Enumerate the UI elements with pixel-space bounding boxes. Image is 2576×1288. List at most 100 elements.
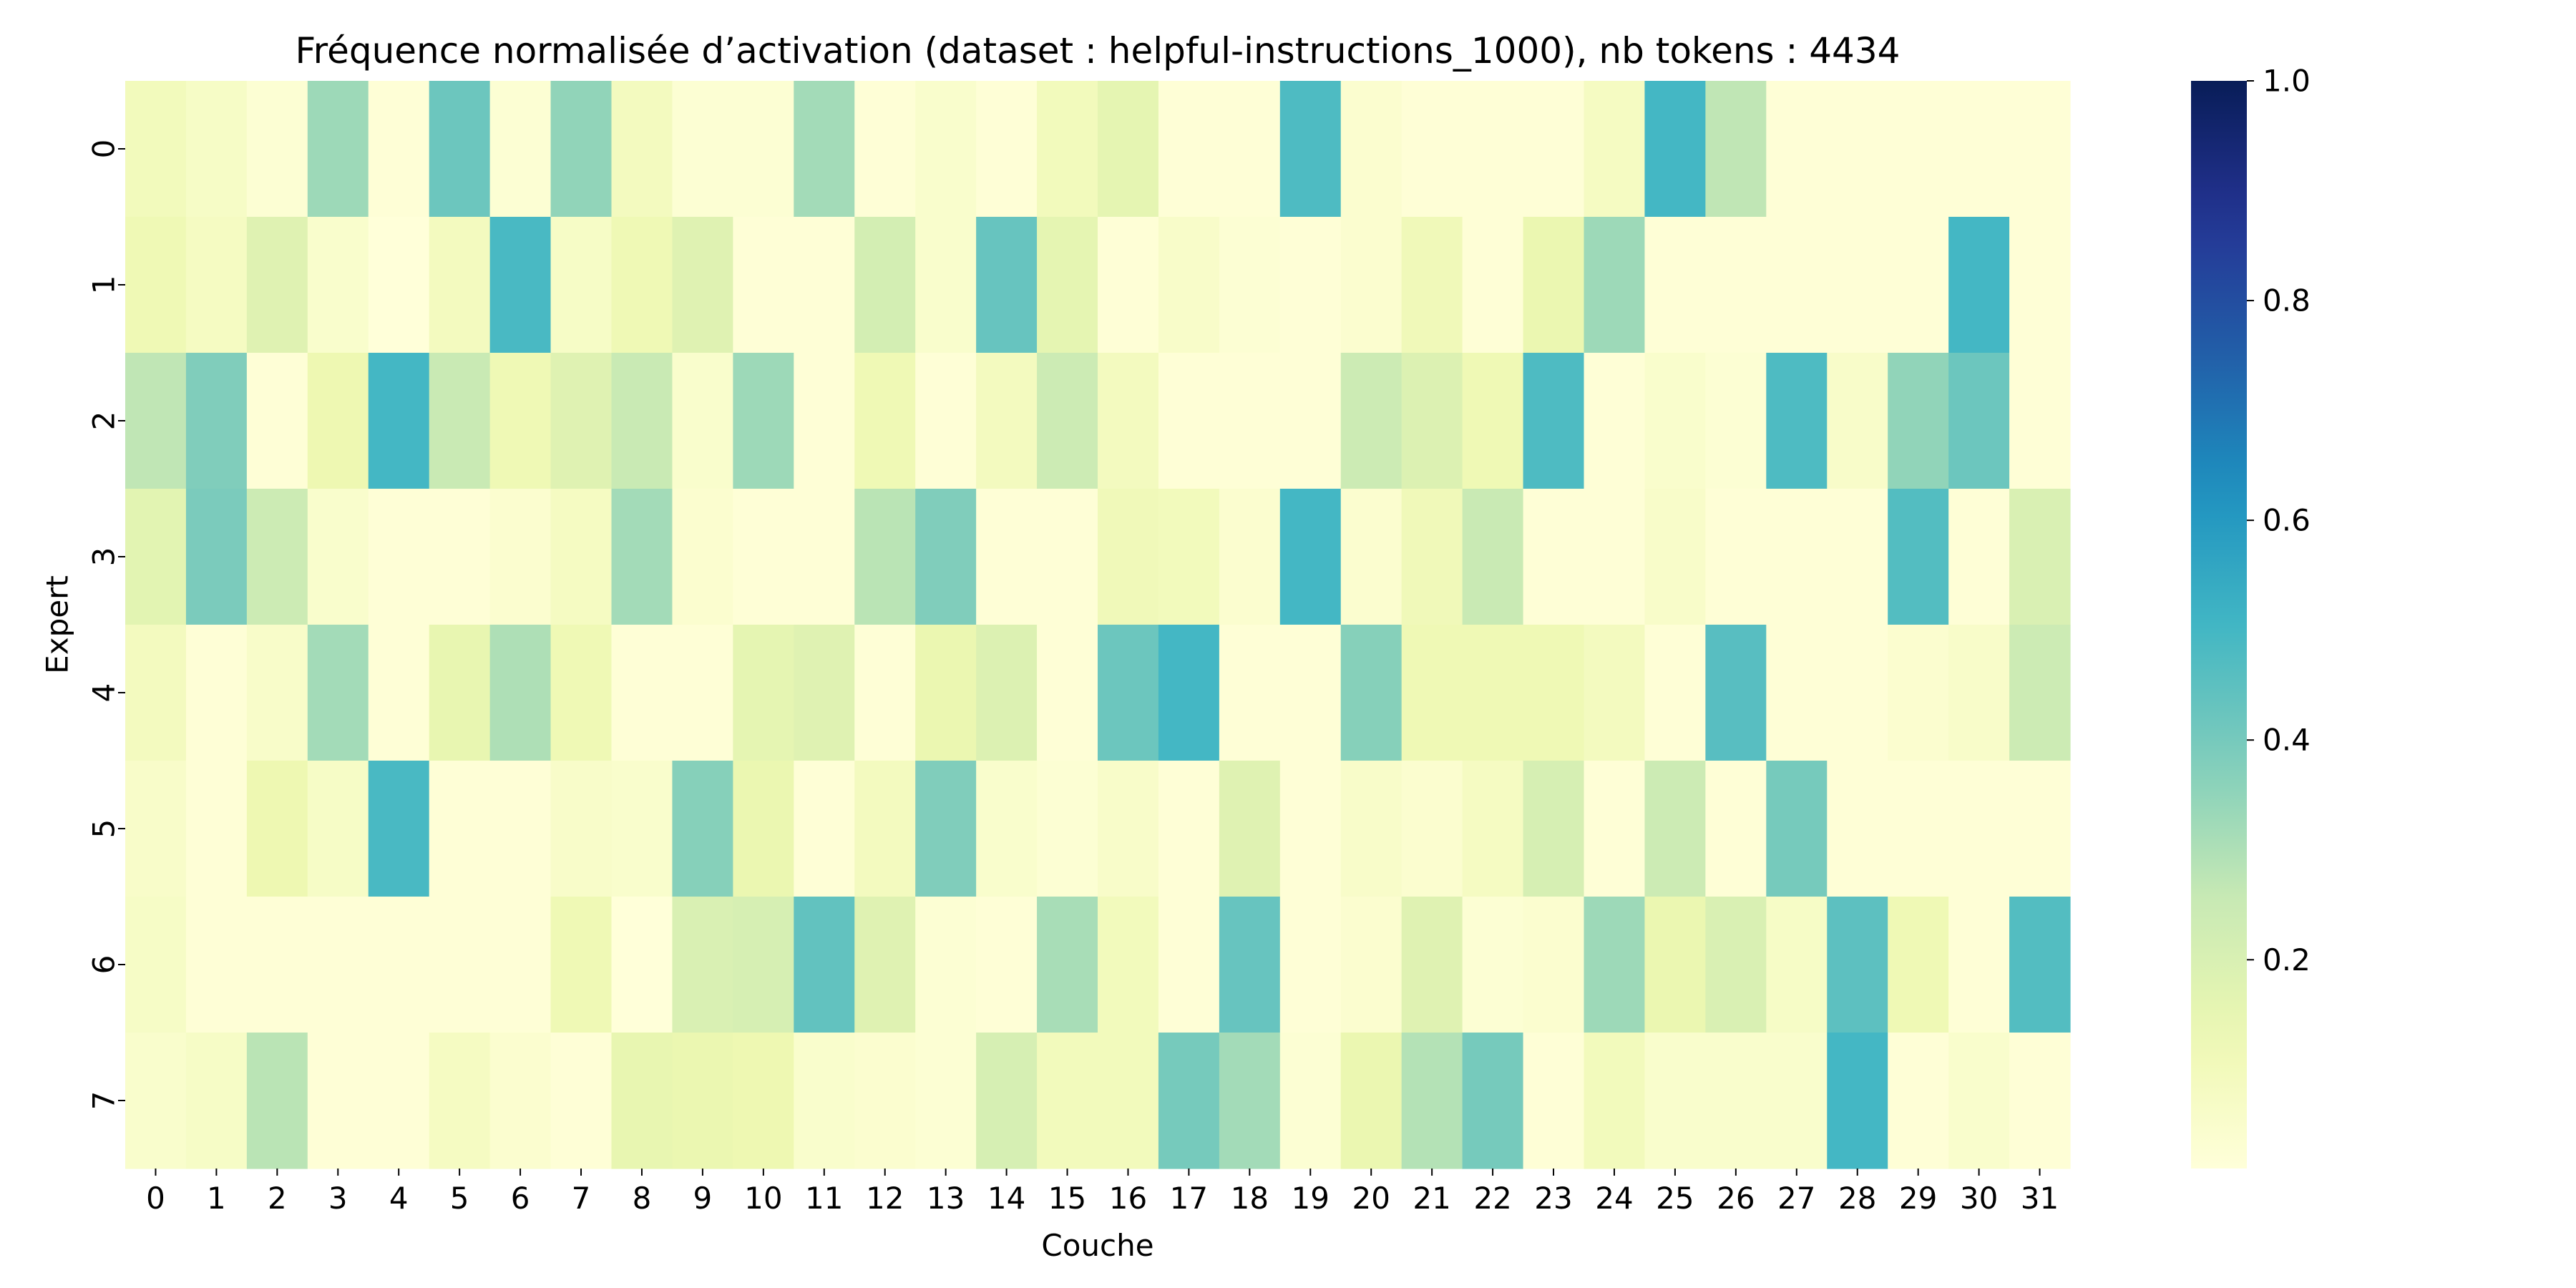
heatmap-cell	[733, 625, 794, 761]
heatmap-cell	[672, 625, 733, 761]
colorbar-tick-label: 0.6	[2263, 503, 2311, 538]
heatmap-cell	[733, 353, 794, 489]
heatmap-cell	[2009, 761, 2071, 897]
heatmap-cell	[1766, 625, 1828, 761]
heatmap-cell	[1584, 897, 1646, 1033]
heatmap-cell	[1158, 897, 1220, 1033]
heatmap-cell	[611, 353, 673, 489]
heatmap-cell	[246, 353, 308, 489]
x-tick-label: 15	[1048, 1181, 1086, 1216]
heatmap-cell	[1948, 81, 2010, 218]
heatmap-cell	[1158, 489, 1220, 625]
heatmap-cell	[1584, 1033, 1646, 1169]
x-tick-label: 27	[1777, 1181, 1815, 1216]
heatmap-cell	[1401, 761, 1463, 897]
heatmap-cell	[1037, 353, 1098, 489]
heatmap-cell	[489, 489, 552, 625]
heatmap-cell	[1827, 625, 1888, 761]
heatmap-cell	[672, 217, 733, 353]
heatmap-cell	[1705, 897, 1767, 1033]
heatmap-cell	[2009, 489, 2071, 625]
heatmap-cell	[125, 625, 187, 761]
heatmap-cell	[185, 761, 248, 897]
heatmap-cell	[915, 489, 977, 625]
heatmap-cell	[1948, 1033, 2010, 1169]
heatmap-cell	[185, 489, 248, 625]
x-tick-label: 19	[1292, 1181, 1330, 1216]
heatmap-cell	[1279, 81, 1342, 218]
heatmap-cell	[1705, 353, 1767, 489]
x-tick-label: 31	[2021, 1181, 2059, 1216]
heatmap-cell	[489, 81, 552, 218]
heatmap-cell	[2009, 81, 2071, 218]
heatmap-cell	[1037, 217, 1098, 353]
heatmap-cell	[1584, 625, 1646, 761]
heatmap-cell	[976, 761, 1038, 897]
heatmap-cell	[1037, 897, 1098, 1033]
x-axis-label: Couche	[1041, 1228, 1153, 1263]
heatmap-cell	[1219, 81, 1281, 218]
heatmap-cell	[1523, 217, 1585, 353]
heatmap-cell	[429, 897, 491, 1033]
heatmap-cell	[429, 625, 491, 761]
heatmap-cell	[1037, 625, 1098, 761]
heatmap-cell	[854, 625, 916, 761]
heatmap-cell	[307, 353, 369, 489]
heatmap-cell	[246, 625, 308, 761]
heatmap-cell	[1219, 489, 1281, 625]
heatmap-cell	[429, 761, 491, 897]
x-tick-label: 7	[572, 1181, 591, 1216]
heatmap-cell	[1523, 489, 1585, 625]
x-tick-label: 6	[511, 1181, 530, 1216]
x-tick-label: 13	[927, 1181, 965, 1216]
x-tick-label: 3	[328, 1181, 348, 1216]
heatmap-cell	[1948, 625, 2010, 761]
heatmap-cell	[1462, 489, 1524, 625]
x-tick-label: 29	[1899, 1181, 1937, 1216]
heatmap-cell	[1401, 217, 1463, 353]
heatmap-cell	[1766, 761, 1828, 897]
heatmap-cell	[2009, 897, 2071, 1033]
y-tick-label: 4	[87, 683, 122, 703]
heatmap-cell	[307, 625, 369, 761]
heatmap-cell	[1766, 81, 1828, 218]
heatmap-cell	[368, 625, 430, 761]
heatmap-cell	[1340, 81, 1402, 218]
colorbar-tick-label: 1.0	[2263, 64, 2311, 99]
heatmap-cell	[976, 217, 1038, 353]
heatmap-cell	[1523, 1033, 1585, 1169]
x-tick-label: 25	[1656, 1181, 1694, 1216]
heatmap-cell	[1644, 489, 1706, 625]
heatmap-cell	[1827, 761, 1888, 897]
colorbar-tick-label: 0.8	[2263, 283, 2311, 318]
x-tick-label: 22	[1473, 1181, 1511, 1216]
heatmap-cell	[185, 81, 248, 218]
heatmap-cell	[794, 1033, 855, 1169]
heatmap-cell	[307, 761, 369, 897]
heatmap-cell	[1340, 1033, 1402, 1169]
heatmap-cell	[1523, 81, 1585, 218]
heatmap-cell	[246, 897, 308, 1033]
heatmap-cell	[611, 217, 673, 353]
x-tick-label: 26	[1717, 1181, 1755, 1216]
heatmap-cell	[854, 1033, 916, 1169]
heatmap-cell	[611, 81, 673, 218]
heatmap-cell	[1098, 81, 1159, 218]
heatmap-cell	[1219, 761, 1281, 897]
heatmap-cell	[489, 625, 552, 761]
colorbar-tick-label: 0.2	[2263, 942, 2311, 977]
heatmap-cell	[1401, 625, 1463, 761]
heatmap-cell	[672, 81, 733, 218]
heatmap-cell	[794, 897, 855, 1033]
y-tick-label: 2	[87, 411, 122, 431]
y-axis-label: Expert	[40, 575, 75, 674]
heatmap-cell	[368, 761, 430, 897]
heatmap-cell	[1158, 625, 1220, 761]
heatmap-cell	[794, 625, 855, 761]
x-tick-label: 14	[987, 1181, 1025, 1216]
heatmap-cell	[489, 353, 552, 489]
heatmap-cell	[1158, 217, 1220, 353]
heatmap-cell	[672, 353, 733, 489]
heatmap-cell	[489, 217, 552, 353]
heatmap-cell	[1584, 353, 1646, 489]
